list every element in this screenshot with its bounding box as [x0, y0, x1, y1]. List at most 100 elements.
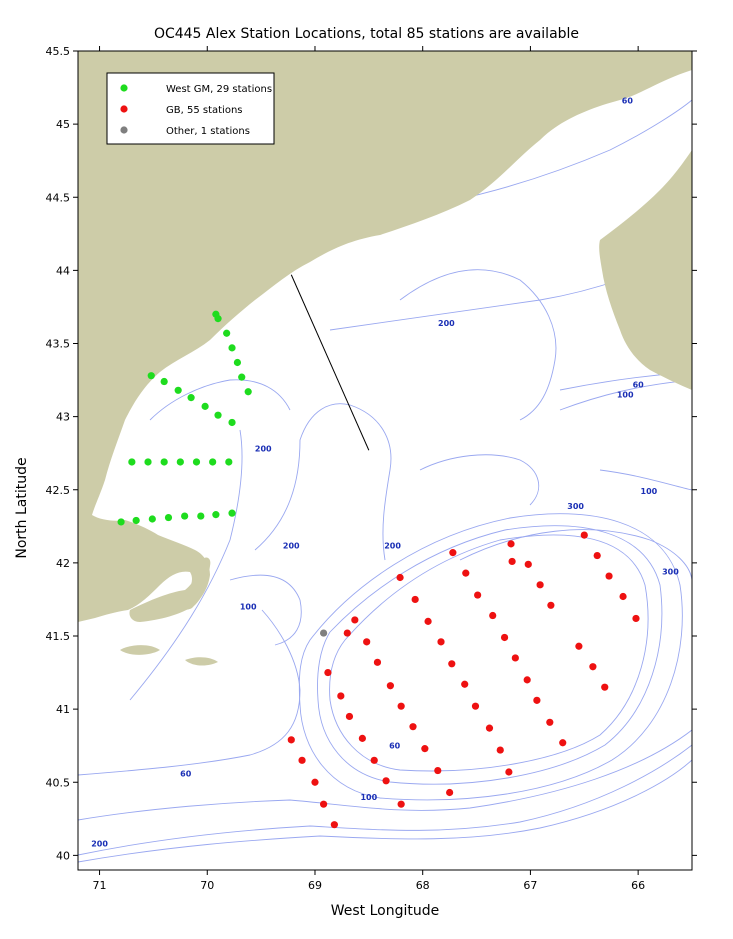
- x-tick-label: 68: [416, 879, 430, 892]
- legend: West GM, 29 stations GB, 55 stations Other…: [106, 72, 275, 145]
- station-west-gm: [192, 458, 201, 466]
- land-cape-cod: [129, 557, 211, 622]
- contour-gb-inner: [329, 534, 649, 772]
- contour-shelf-100: [78, 729, 692, 821]
- station-west-gm: [223, 329, 231, 337]
- station-west-gm: [164, 513, 173, 522]
- contour-label: 200: [384, 541, 401, 550]
- station-gb: [343, 629, 351, 637]
- station-gb: [437, 638, 445, 646]
- station-gb: [559, 739, 567, 747]
- y-tick-label: 45: [56, 118, 70, 131]
- y-tick-label: 43.5: [46, 338, 71, 351]
- station-gb: [386, 682, 394, 690]
- land-nantucket: [185, 657, 218, 666]
- station-gb: [382, 777, 390, 785]
- station-gb: [345, 712, 354, 721]
- station-west-gm: [228, 418, 236, 427]
- contour-label: 60: [633, 380, 645, 389]
- station-gb: [311, 778, 319, 786]
- contour-label: 100: [240, 603, 257, 612]
- land-marthas-vineyard: [120, 645, 160, 655]
- station-gb: [593, 551, 601, 560]
- contour-label: 200: [283, 541, 300, 550]
- station-gb: [524, 560, 532, 568]
- station-gb: [287, 736, 295, 744]
- contour-gb-60: [317, 525, 663, 785]
- station-gb: [330, 821, 338, 829]
- station-west-gm: [212, 511, 220, 519]
- legend-label: Other, 1 stations: [166, 126, 250, 137]
- map-title: OC445 Alex Station Locations, total 85 s…: [153, 26, 580, 42]
- x-tick-label: 67: [523, 879, 537, 892]
- contour-label: 100: [641, 487, 658, 496]
- legend-label: GB, 55 stations: [166, 105, 243, 116]
- land-nova-scotia: [599, 150, 692, 390]
- station-west-gm: [201, 402, 209, 410]
- station-gb: [373, 658, 382, 666]
- station-gb: [462, 569, 470, 577]
- station-gb: [448, 660, 456, 668]
- legend-marker: [120, 105, 128, 113]
- station-gb: [397, 800, 405, 808]
- contour-scotian-100b: [599, 469, 692, 491]
- station-gb: [396, 573, 404, 582]
- station-gb: [370, 756, 378, 764]
- station-gb: [533, 696, 541, 704]
- station-gb: [337, 692, 345, 700]
- station-gb: [489, 611, 497, 620]
- y-tick-label: 41: [56, 703, 70, 716]
- contour-shelf-200b: [78, 759, 692, 863]
- station-gb: [511, 654, 519, 662]
- x-axis: 71 70 69 68 67 66: [93, 46, 645, 892]
- station-west-gm: [148, 515, 156, 523]
- station-other: [320, 629, 328, 637]
- contour-label: 300: [662, 568, 679, 577]
- y-tick-label: 40.5: [46, 776, 71, 789]
- station-gb: [547, 601, 555, 609]
- station-west-gm: [132, 516, 140, 525]
- station-west-gm: [174, 386, 182, 394]
- station-west-gm: [160, 377, 168, 386]
- y-tick-label: 42: [56, 557, 70, 570]
- contour-gom-200c: [419, 454, 540, 506]
- station-gb: [298, 756, 306, 764]
- station-gb: [449, 549, 457, 557]
- x-tick-label: 69: [308, 879, 322, 892]
- station-west-gm: [214, 315, 222, 323]
- station-gb: [632, 614, 640, 623]
- station-gb: [474, 591, 482, 599]
- legend-label: West GM, 29 stations: [166, 84, 272, 95]
- contour-label: 200: [438, 319, 455, 328]
- station-gb: [397, 702, 405, 710]
- station-west-gm: [128, 458, 136, 466]
- contour-label: 60: [389, 742, 401, 751]
- y-tick-label: 42.5: [46, 484, 71, 497]
- station-gb: [409, 723, 417, 731]
- land-new-england: [78, 51, 692, 622]
- legend-box: [106, 72, 275, 145]
- station-west-gm: [117, 518, 125, 526]
- transect: [290, 274, 370, 451]
- station-gb: [505, 768, 513, 776]
- legend-marker: [120, 126, 128, 134]
- contour-inner-maine: [149, 379, 291, 421]
- station-gb: [485, 724, 494, 732]
- transect-line: [290, 274, 370, 451]
- station-gb: [601, 683, 609, 691]
- bathymetry-contours: [78, 99, 692, 863]
- station-gb: [320, 800, 328, 808]
- station-west-gm: [176, 458, 184, 466]
- station-gb: [324, 668, 332, 677]
- legend-marker: [120, 84, 128, 92]
- contour-label: 60: [180, 769, 192, 778]
- station-gb: [575, 642, 583, 650]
- station-west-gm: [233, 358, 242, 367]
- y-tick-label: 44: [56, 264, 70, 277]
- station-gb: [580, 531, 588, 539]
- contour-gb-100: [298, 513, 683, 801]
- station-gb: [411, 595, 419, 604]
- station-gb: [536, 581, 544, 589]
- land-masses: [78, 51, 692, 666]
- x-axis-label: West Longitude: [330, 903, 440, 919]
